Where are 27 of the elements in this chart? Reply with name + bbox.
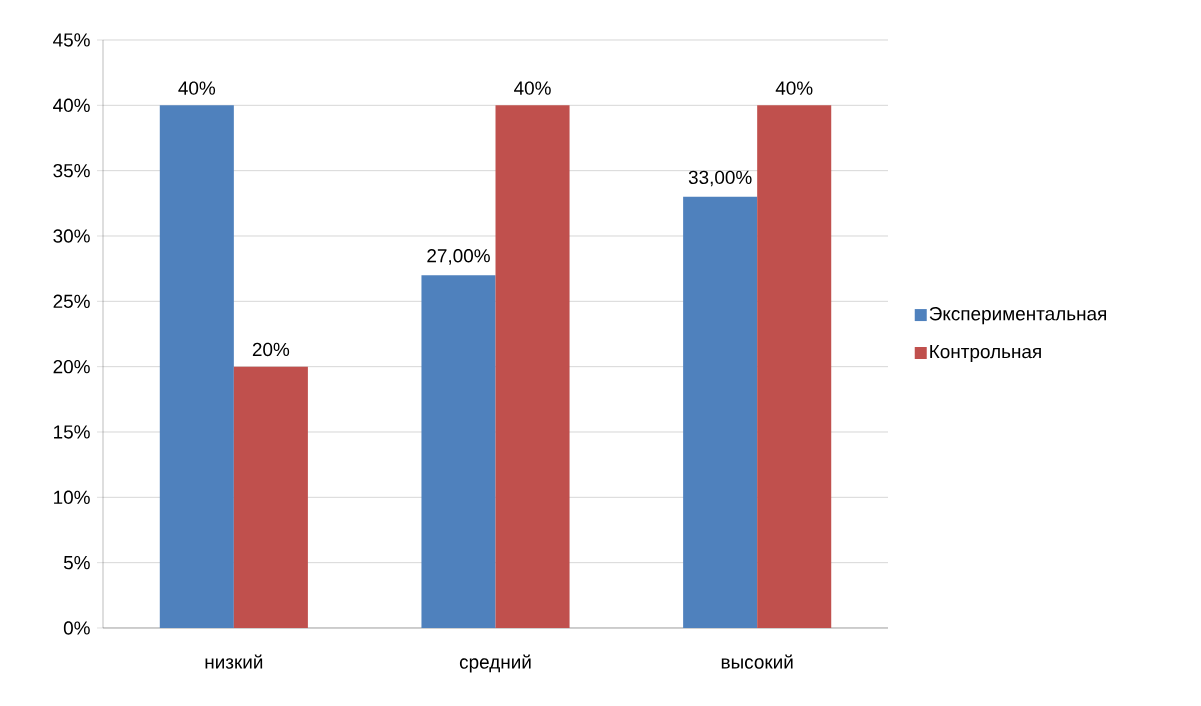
y-tick-label: 10% <box>54 490 90 505</box>
bar <box>233 366 308 628</box>
y-tick-label: 5% <box>63 556 90 570</box>
x-tick-label: средний <box>459 654 531 673</box>
y-tick-label: 45% <box>53 33 90 47</box>
bar <box>495 105 570 628</box>
bar <box>757 105 832 628</box>
y-tick-label: 15% <box>54 425 90 439</box>
y-tick-label: 25% <box>53 294 90 309</box>
x-tick-label: низкий <box>205 654 263 669</box>
bar <box>159 105 234 628</box>
data-label: 40% <box>178 81 216 95</box>
data-label: 40% <box>775 81 813 95</box>
y-tick-label: 40% <box>53 98 90 113</box>
y-tick-label: 35% <box>53 163 90 178</box>
x-tick-label: высокий <box>721 654 793 669</box>
data-label: 33,00% <box>688 170 752 187</box>
y-tick-label: 20% <box>53 359 90 374</box>
data-label: 40% <box>514 81 551 95</box>
bar <box>421 275 496 628</box>
data-label: 20% <box>252 342 290 357</box>
y-tick-label: 30% <box>53 229 90 243</box>
y-tick-label: 0% <box>63 621 90 635</box>
legend-label: Контрольная <box>930 345 1041 363</box>
legend-label: Экспериментальная <box>929 307 1107 325</box>
bar <box>683 196 758 628</box>
data-label: 27,00% <box>427 249 490 265</box>
